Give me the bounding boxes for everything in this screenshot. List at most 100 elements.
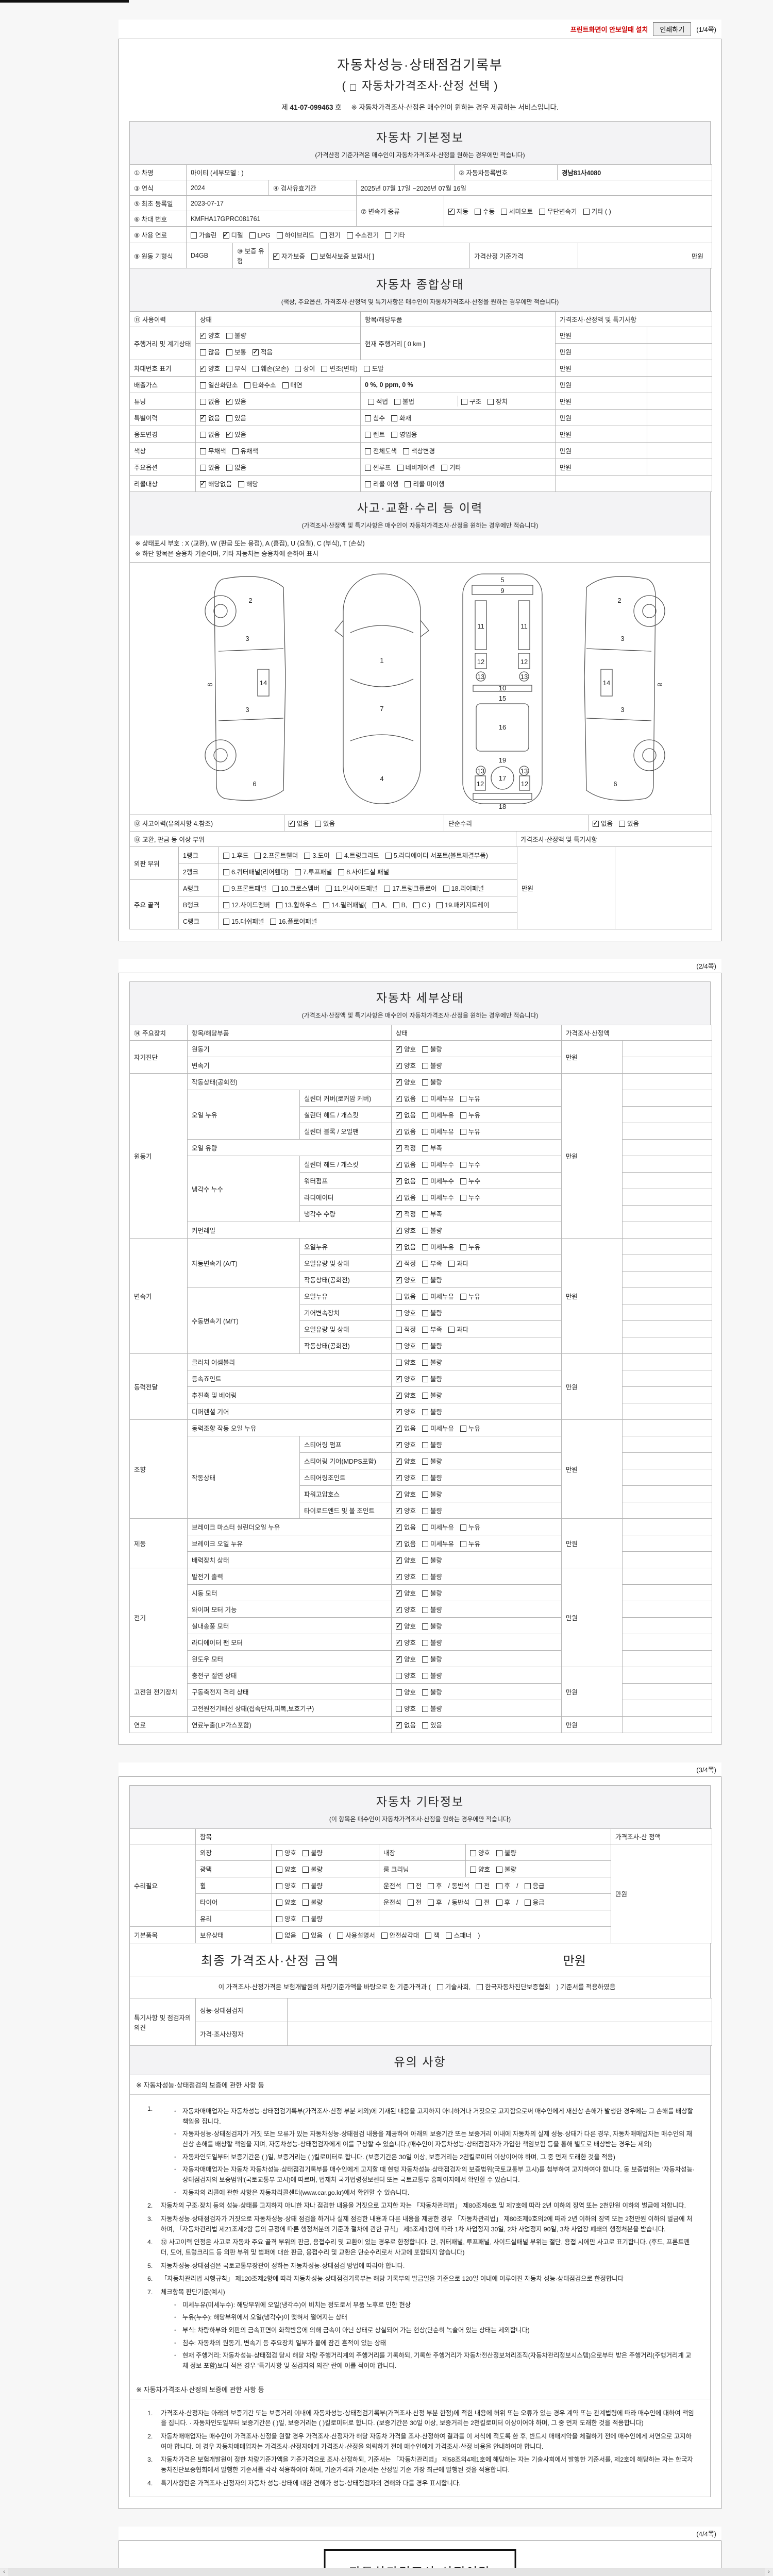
checkbox-icon <box>407 1900 414 1906</box>
checkbox-icon <box>226 366 233 372</box>
table-cell <box>646 442 713 459</box>
checkbox-icon <box>226 333 233 339</box>
table-cell: ⑥ 차대 번호 <box>129 211 187 227</box>
svg-text:12: 12 <box>477 658 484 666</box>
table-cell: 유리 <box>195 1910 272 1927</box>
table-cell: 적정 부족 과다 <box>391 1320 562 1337</box>
option: 양호 <box>396 1604 416 1614</box>
option-label: 유채색 <box>240 448 259 455</box>
svg-text:13: 13 <box>477 767 484 775</box>
table-cell: 시동 모터 <box>187 1584 392 1601</box>
horizontal-scrollbar[interactable]: ‹ › <box>0 2568 773 2576</box>
checkbox-icon <box>422 1162 429 1168</box>
svg-text:7: 7 <box>380 705 383 713</box>
table-cell: 양호 불량 <box>391 1634 562 1651</box>
option: 후 <box>428 1880 442 1890</box>
svg-text:17: 17 <box>499 774 506 782</box>
print-install-note[interactable]: 프린트화면이 안보일때 설치 <box>570 26 648 33</box>
option: 불량 <box>422 1275 442 1284</box>
option-label: 양호 <box>404 1227 416 1234</box>
table-cell: 보유상태 <box>195 1926 272 1943</box>
option-label: 불량 <box>430 1079 443 1086</box>
checkbox-icon <box>422 1046 429 1053</box>
option: 변조(변타) <box>321 363 358 373</box>
option-label: 양호 <box>404 1458 416 1465</box>
option: 8.사이드실 패널 <box>338 867 389 876</box>
table-cell: 양호 불량 <box>195 327 361 344</box>
table-cell <box>622 1205 713 1222</box>
option: 불량 <box>422 1044 442 1054</box>
option: 있음 <box>200 462 220 472</box>
table-cell: 외장 <box>195 1844 272 1861</box>
option: 불량 <box>422 1489 442 1499</box>
table-cell <box>622 1601 713 1618</box>
option-label: 불량 <box>505 1850 517 1857</box>
accident-subtitle: (가격조사·산정액 및 특기사항은 매수인이 자동차가격조사·산정을 원하는 경… <box>301 522 539 529</box>
checkbox-icon <box>365 432 371 438</box>
option: 불량 <box>422 1308 442 1317</box>
table-cell <box>622 1386 713 1403</box>
scroll-left-arrow-icon[interactable]: ‹ <box>0 2568 8 2576</box>
option-label: 불량 <box>430 1458 443 1465</box>
table-cell <box>622 1353 713 1370</box>
table-cell <box>646 327 713 344</box>
table-cell: 0 %, 0 ppm, 0 % <box>360 376 556 393</box>
table-cell: 원동기 <box>187 1040 392 1057</box>
option: 불량 <box>422 1687 442 1697</box>
option-label: 양호 <box>478 1850 491 1857</box>
option-text: ) 기준서를 적용하였음 <box>556 1984 616 1991</box>
option: 불량 <box>422 1637 442 1647</box>
option-label: 양호 <box>404 1310 416 1317</box>
table-cell: 작동상태(공회전) <box>299 1337 392 1354</box>
data-table: 외판 부위 1랭크 1.후드 2.프론트휀더 3.도어 4.트렁크리드 5.라디에이터 서포… <box>129 846 712 929</box>
option-label: 불량 <box>430 1475 443 1482</box>
checkbox-icon <box>396 1275 402 1284</box>
table-cell: 1랭크 <box>178 846 219 863</box>
table-cell: 만원 <box>561 1716 623 1733</box>
option-label: 후 <box>504 1883 511 1890</box>
option-label: 불량 <box>430 1656 443 1663</box>
checkbox-icon <box>422 1607 429 1613</box>
table-cell <box>622 1238 713 1255</box>
table-cell: 실린더 헤드 / 개스킷 <box>299 1106 392 1123</box>
checkbox-icon <box>200 349 206 355</box>
option-label: 누유 <box>468 1540 481 1548</box>
option: 없음 <box>200 429 220 439</box>
scroll-right-arrow-icon[interactable]: › <box>765 2568 773 2576</box>
table-cell: 마이티 (세부모델 : ) <box>186 164 455 180</box>
option: 불량 <box>422 1374 442 1383</box>
option: 미세누수 <box>422 1159 454 1169</box>
table-cell: 없음 있음 <box>284 815 444 832</box>
option-label: 양호 <box>284 1916 297 1923</box>
option-label: 부족 <box>430 1260 443 1267</box>
option-label: 불량 <box>430 1590 443 1597</box>
option: 훼손(오손) <box>253 363 289 373</box>
option: 미세누유 <box>422 1126 454 1136</box>
table-cell: 기어변속장치 <box>299 1304 392 1321</box>
option: 적음 <box>253 347 273 357</box>
checkbox-icon <box>191 232 197 239</box>
table-cell <box>622 1700 713 1717</box>
checkbox-icon <box>396 1294 402 1300</box>
option-label: 없음 <box>404 1128 416 1136</box>
checkbox-icon <box>396 1242 402 1251</box>
option-label: 리콜 미이행 <box>413 481 445 488</box>
table-cell <box>622 1139 713 1156</box>
table-cell: 양호 불량 <box>391 1650 562 1667</box>
table-cell: 동력조향 작동 오일 누유 <box>187 1419 392 1436</box>
svg-text:8: 8 <box>656 683 664 686</box>
document-title: 자동차성능·상태점검기록부 <box>337 57 503 73</box>
option: 수소전기 <box>347 230 379 240</box>
option: 세미오토 <box>501 206 533 216</box>
print-button[interactable]: 인쇄하기 <box>653 22 692 36</box>
option-label: 불량 <box>311 1866 323 1873</box>
table-cell: 무채색 유채색 <box>195 442 361 459</box>
table-cell: 양호 불량 <box>391 1057 562 1074</box>
table-cell: 광택 <box>195 1860 272 1877</box>
table-cell: ⑩ 보증 유형 <box>232 243 269 268</box>
checkbox-icon <box>396 1689 402 1696</box>
checkbox-icon <box>232 448 239 454</box>
option: 불량 <box>303 1913 323 1923</box>
option-label: 응급 <box>532 1899 545 1906</box>
